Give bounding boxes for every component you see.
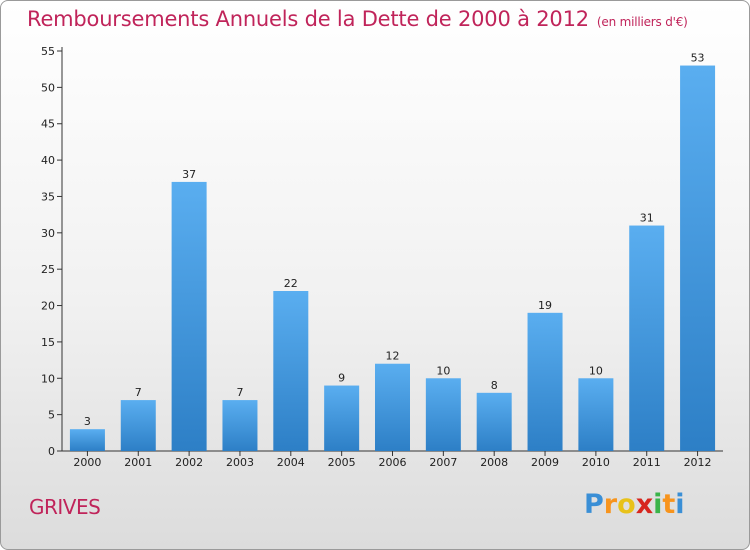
bar (527, 312, 563, 451)
y-tick-label: 50 (41, 81, 55, 94)
y-tick-label: 0 (48, 445, 55, 458)
logo-letter: r (603, 489, 618, 520)
data-label: 3 (84, 415, 91, 428)
x-tick-label: 2012 (684, 456, 712, 469)
chart-title-unit: (en milliers d'€) (596, 15, 688, 29)
logo-letter: i (653, 489, 663, 520)
bar (578, 378, 614, 451)
chart-bars (69, 65, 716, 451)
logo-letter: P (584, 489, 604, 520)
data-label: 19 (538, 299, 552, 312)
y-tick-label: 45 (41, 118, 55, 131)
bar (629, 225, 665, 451)
x-tick-label: 2004 (277, 456, 305, 469)
bar (476, 392, 512, 451)
bar (324, 385, 360, 451)
x-tick-label: 2002 (175, 456, 203, 469)
proxiti-logo: Proxiti (584, 489, 685, 520)
data-label: 37 (182, 168, 196, 181)
data-label: 53 (691, 52, 705, 65)
y-tick-label: 40 (41, 154, 55, 167)
chart-axes: 0 5 10 15 20 25 30 35 40 45 50 55 2000 2001 2002 2003 20… (41, 45, 723, 469)
logo-letter: i (675, 489, 685, 520)
x-tick-label: 2011 (633, 456, 661, 469)
y-tick-label: 5 (48, 409, 55, 422)
data-label: 10 (436, 364, 450, 377)
data-label: 7 (236, 386, 243, 399)
y-tick-label: 25 (41, 263, 55, 276)
data-label: 7 (135, 386, 142, 399)
bar (120, 400, 156, 451)
data-label: 12 (386, 350, 400, 363)
y-tick-label: 30 (41, 227, 55, 240)
x-tick-label: 2001 (124, 456, 152, 469)
bar (375, 363, 410, 451)
commune-name: GRIVES (29, 495, 101, 519)
y-tick-label: 55 (41, 45, 55, 58)
x-tick-label: 2000 (73, 456, 101, 469)
data-label: 8 (491, 379, 498, 392)
logo-letter: x (635, 489, 654, 520)
x-tick-label: 2008 (480, 456, 508, 469)
x-tick-label: 2005 (328, 456, 356, 469)
logo-letter: o (617, 489, 636, 520)
x-tick-label: 2010 (582, 456, 610, 469)
x-tick-label: 2007 (429, 456, 457, 469)
data-label: 10 (589, 364, 603, 377)
y-tick-label: 15 (41, 336, 55, 349)
x-tick-label: 2006 (379, 456, 407, 469)
y-tick-label: 35 (41, 190, 55, 203)
bar (425, 378, 461, 451)
y-tick-label: 10 (41, 372, 55, 385)
logo-letter: t (662, 489, 676, 520)
bar (273, 291, 309, 451)
chart-title: Remboursements Annuels de la Dette de 20… (27, 7, 688, 31)
x-tick-label: 2003 (226, 456, 254, 469)
bar (69, 429, 105, 451)
data-label: 22 (284, 277, 298, 290)
bar (222, 400, 258, 451)
data-label: 9 (338, 372, 345, 385)
y-tick-label: 20 (41, 300, 55, 313)
bar (171, 181, 207, 451)
data-label: 31 (640, 212, 654, 225)
bar (680, 65, 716, 451)
x-tick-label: 2009 (531, 456, 559, 469)
